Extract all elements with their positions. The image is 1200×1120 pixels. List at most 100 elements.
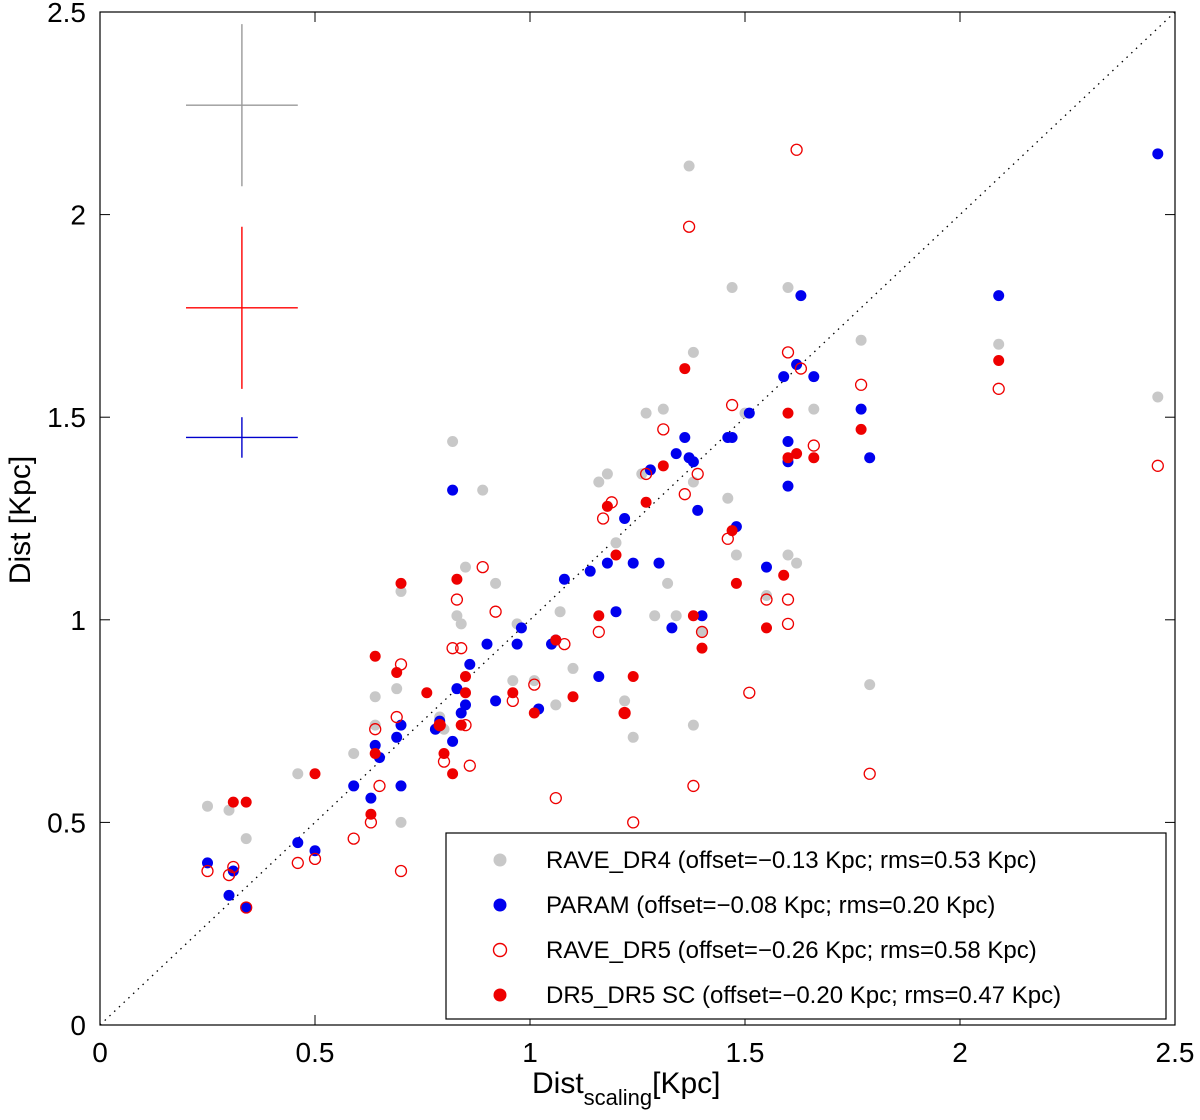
data-point [391,683,403,695]
data-point [451,573,463,585]
data-point [722,492,734,504]
data-point [761,589,772,601]
data-point [636,468,648,480]
data-point [1152,148,1164,160]
data-point [683,160,695,172]
data-point [347,832,360,845]
data-point [743,407,755,419]
data-point [610,549,622,561]
data-point [308,852,322,866]
data-point [992,382,1005,395]
data-point [447,484,459,496]
data-point [240,901,253,914]
data-point [782,452,794,464]
series-dr5-dr5-sc [227,354,1005,820]
data-point [455,707,467,719]
data-point [373,779,386,793]
legend-label: DR5_DR5 SC (offset=−0.20 Kpc; rms=0.47 K… [546,982,1061,1009]
data-point [854,378,868,391]
data-point [395,585,407,597]
data-point [696,642,708,654]
legend-label: RAVE_DR4 (offset=−0.13 Kpc; rms=0.53 Kpc… [546,847,1037,874]
data-point [202,800,213,812]
data-point [781,346,795,359]
data-point [657,460,669,472]
data-point [627,671,639,683]
data-point [391,731,403,743]
x-axis-label-unit: [Kpc] [652,1067,720,1100]
data-point [476,560,489,574]
data-point [549,791,562,805]
data-point [639,467,653,481]
error-bar-dr5-dr5-sc [186,226,298,389]
data-point [391,666,403,678]
data-point [369,719,381,731]
data-point [1151,459,1164,472]
data-point [601,500,613,512]
error-bar-rave-dr4 [186,24,298,187]
y-tick-label: 0 [70,1010,86,1041]
data-point [670,448,682,460]
data-point [227,796,239,808]
data-point [760,593,773,606]
legend-marker [493,988,507,1002]
y-tick-label: 2.5 [47,0,86,28]
data-point [528,678,541,691]
data-point [365,792,377,804]
data-point [619,707,631,719]
data-point [447,768,459,780]
data-point [993,290,1005,302]
data-point [223,889,235,901]
legend-label: PARAM (offset=−0.08 Kpc; rms=0.20 Kpc) [546,892,995,919]
data-point [240,901,252,913]
data-point [855,423,867,435]
y-axis-label: Dist [Kpc] [4,456,37,584]
data-point [567,691,579,703]
data-point [791,448,803,460]
data-point [240,796,252,808]
data-point [390,710,403,724]
series-rave-dr5 [201,143,1164,914]
data-point [227,860,240,874]
data-point [455,642,468,655]
data-point [292,768,304,780]
data-point [567,662,579,674]
data-point [619,695,631,707]
data-point [864,452,876,464]
data-point [678,488,691,501]
data-point [596,512,610,525]
data-point [601,557,613,569]
data-point [550,699,562,711]
data-point [554,606,566,618]
data-point [460,699,471,711]
x-axis-label: Distscaling[Kpc] [532,1067,721,1110]
legend-marker [493,898,507,912]
data-point [460,687,471,699]
data-point [782,407,794,419]
data-point [584,565,596,577]
data-point [451,610,463,622]
data-point [528,707,540,719]
data-point [240,833,252,845]
data-point [558,573,570,585]
data-point [666,622,678,634]
legend: RAVE_DR4 (offset=−0.13 Kpc; rms=0.53 Kpc… [445,832,1167,1020]
series-param [202,148,1164,913]
data-point [201,864,214,878]
data-point [446,642,459,655]
data-point [463,759,476,772]
data-point [696,610,708,622]
data-points [201,143,1164,914]
data-point [481,638,493,650]
data-point [309,768,321,780]
data-point [438,748,450,760]
y-tick-label: 2 [70,200,86,231]
data-point [434,719,446,731]
data-point [460,561,471,573]
data-point [782,282,794,294]
data-point [687,456,699,468]
data-point [601,468,613,480]
x-tick-label: 1.5 [726,1037,765,1068]
data-point [394,864,408,878]
